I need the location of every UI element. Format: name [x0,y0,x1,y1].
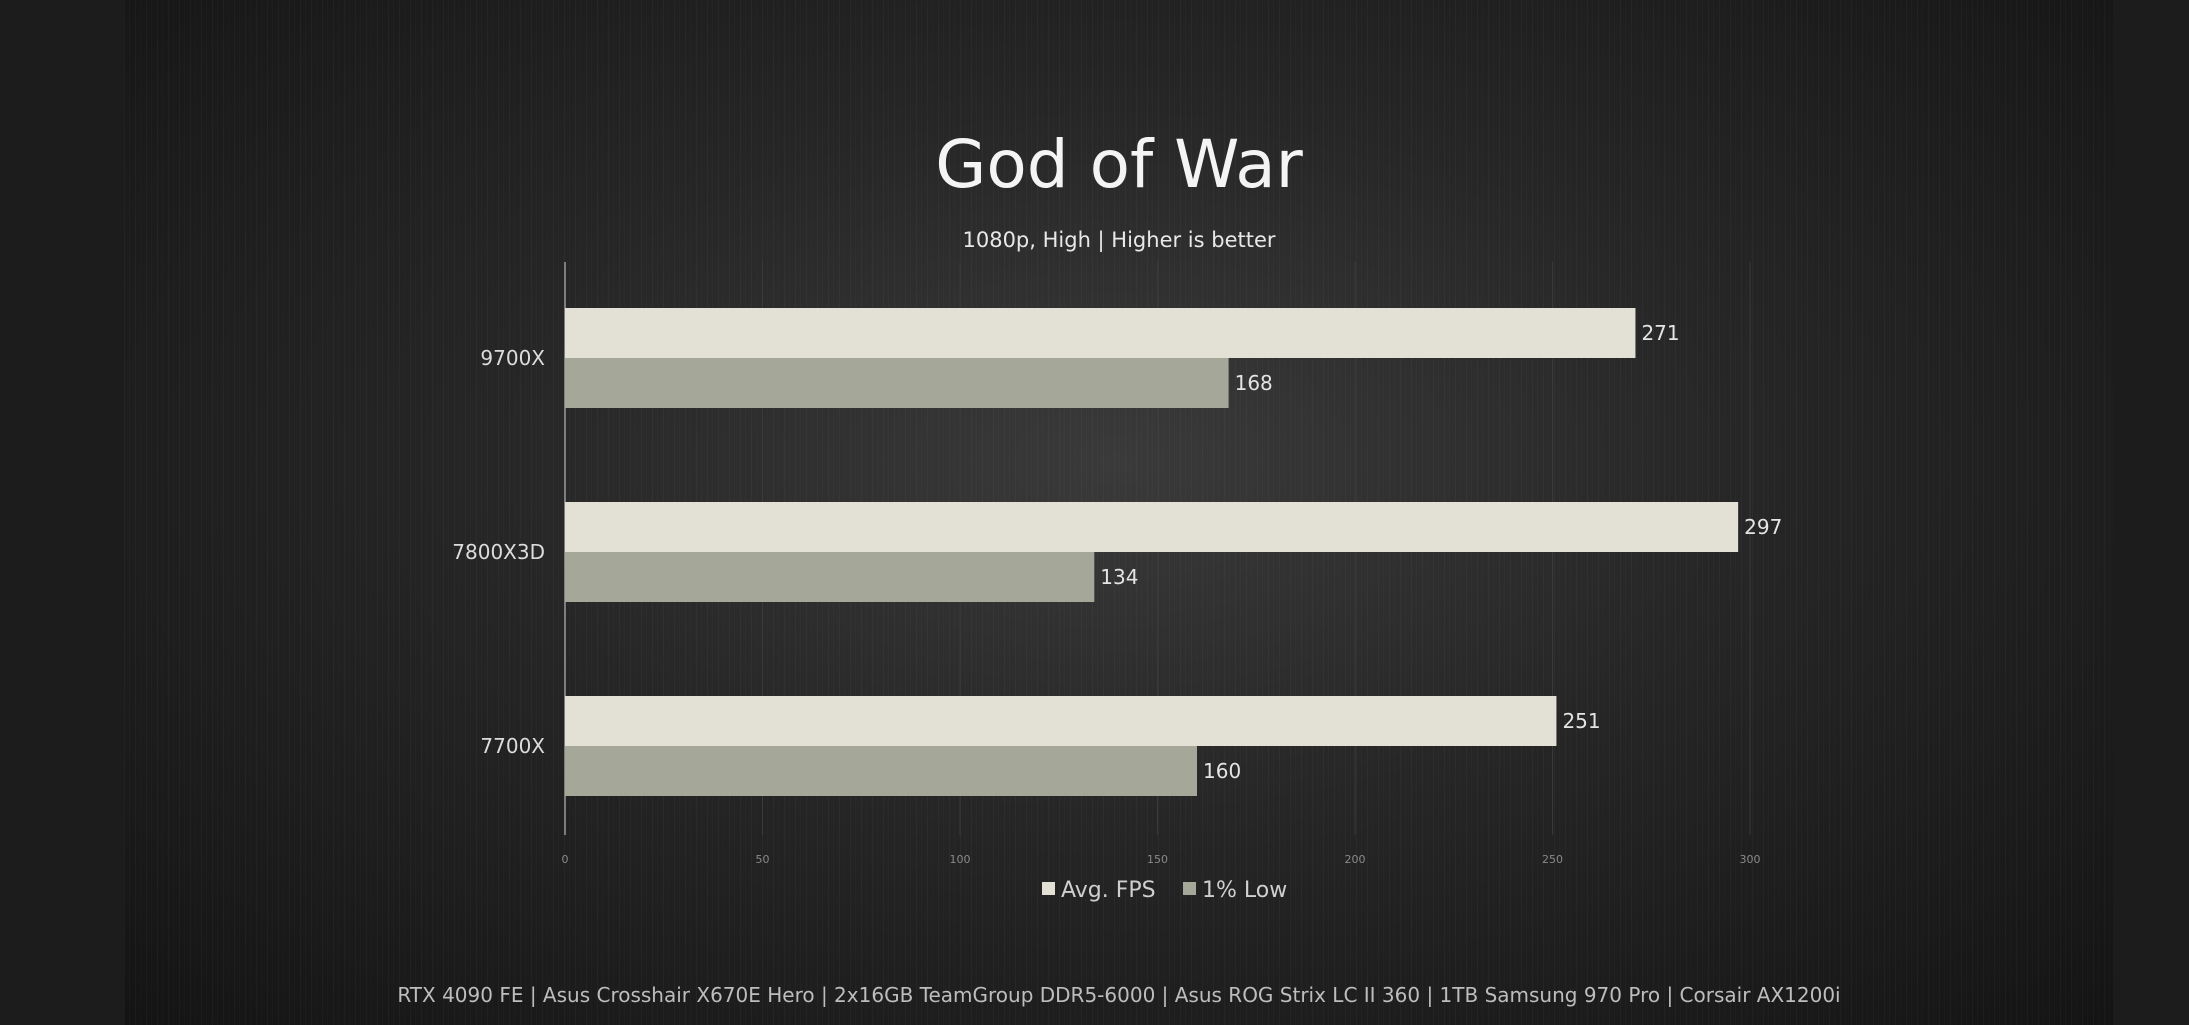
x-tick-label: 50 [756,853,770,866]
x-tick-label: 200 [1345,853,1366,866]
x-tick-label: 0 [562,853,569,866]
data-label-1pct-low: 134 [1100,565,1138,589]
x-tick-label: 150 [1147,853,1168,866]
x-tick-label: 300 [1740,853,1761,866]
legend-label-avg-fps: Avg. FPS [1061,878,1156,903]
data-label-1pct-low: 160 [1203,759,1241,783]
right-border [2113,0,2189,1025]
data-label-1pct-low: 168 [1235,371,1273,395]
legend-label-1pct-low: 1% Low [1202,878,1287,903]
bar-1pct-low [565,358,1229,408]
data-label-avg-fps: 271 [1641,321,1679,345]
bars [565,308,1739,796]
data-label-avg-fps: 297 [1744,515,1782,539]
bar-avg-fps [565,502,1739,552]
x-tick-label: 100 [950,853,971,866]
bar-avg-fps [565,308,1636,358]
x-tick-label: 250 [1542,853,1563,866]
legend-swatch-avg-fps [1042,882,1055,895]
category-label: 9700X [480,346,545,370]
chart-subtitle: 1080p, High | Higher is better [962,228,1275,253]
bar-1pct-low [565,552,1095,602]
category-label: 7800X3D [452,540,545,564]
chart-title: God of War [935,126,1303,203]
test-system-footer: RTX 4090 FE | Asus Crosshair X670E Hero … [397,983,1840,1007]
data-label-avg-fps: 251 [1562,709,1600,733]
bar-avg-fps [565,696,1557,746]
bar-1pct-low [565,746,1197,796]
labels: 0 50 100 150 200 250 300 9700X 271 168 7800X3D 297 1… [452,321,1782,866]
category-label: 7700X [480,734,545,758]
legend-swatch-1pct-low [1183,882,1196,895]
legend: Avg. FPS 1% Low [1042,878,1287,903]
left-border [0,0,124,1025]
